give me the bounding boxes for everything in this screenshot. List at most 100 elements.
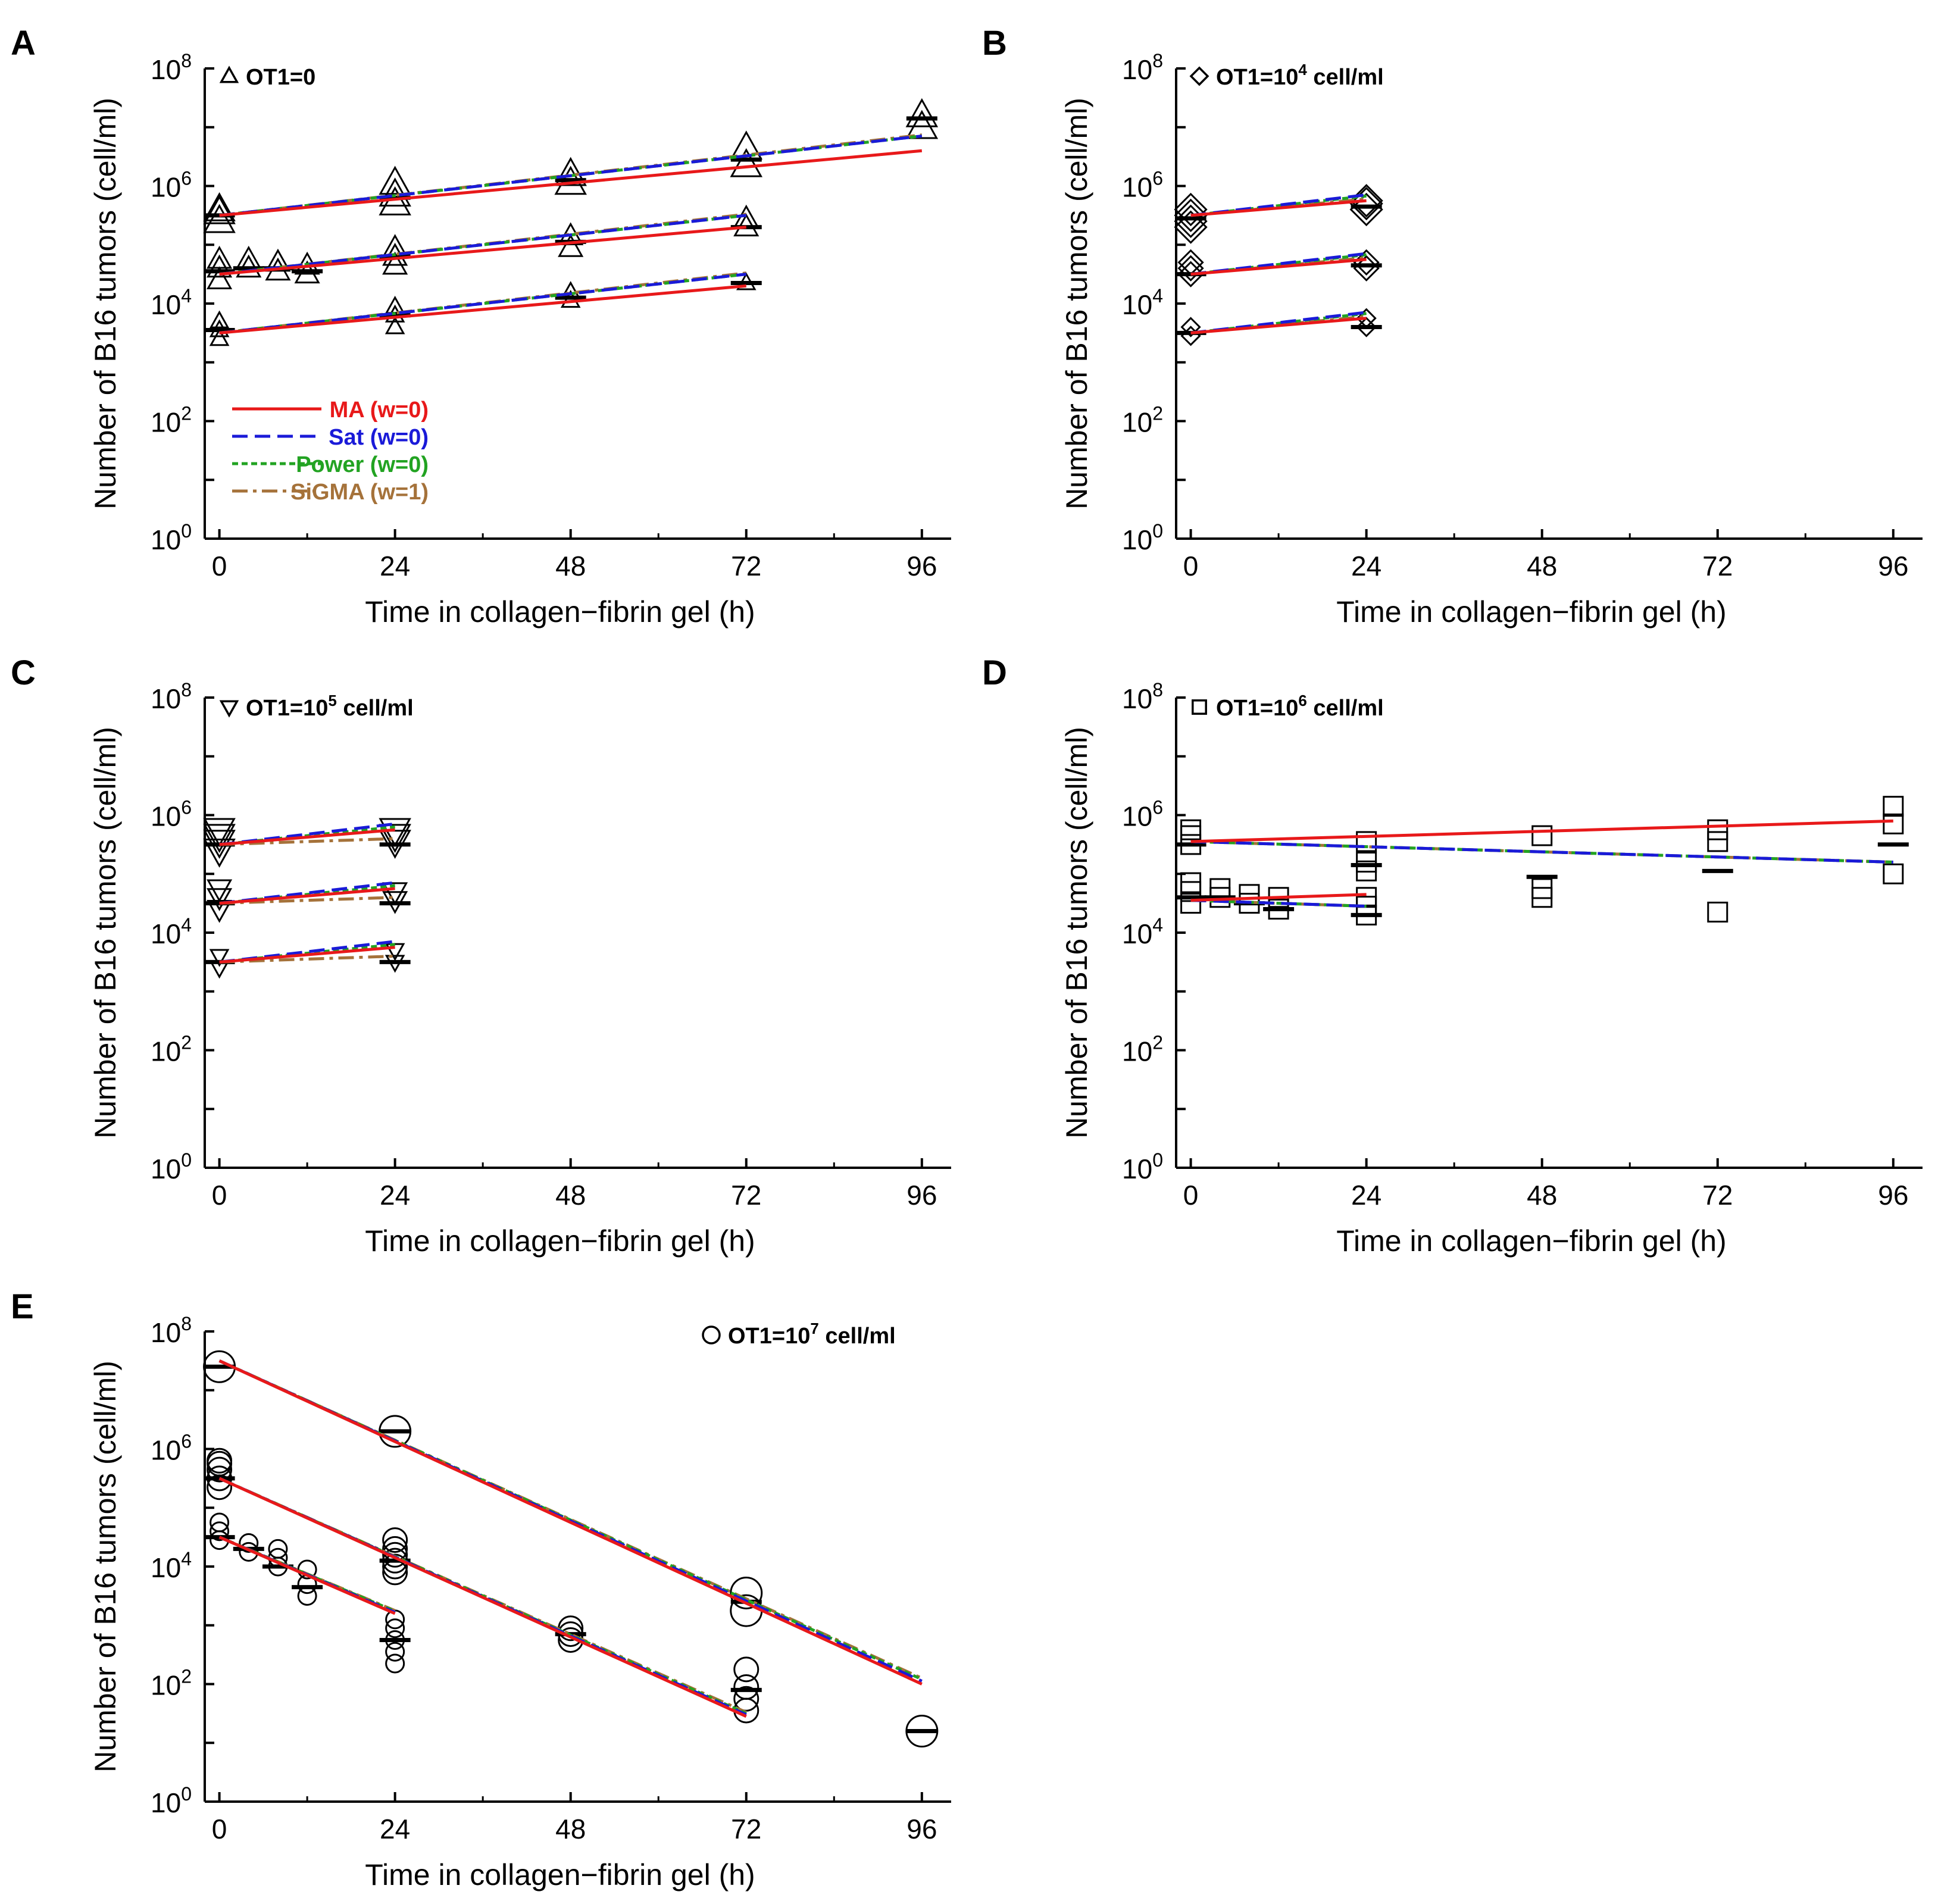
data-point (1531, 878, 1553, 899)
data-point (905, 98, 939, 127)
x-tick-label: 0 (212, 1180, 227, 1211)
y-tick-label: 102 (1122, 1032, 1163, 1067)
data-point (1180, 893, 1202, 914)
fit-line-sat (1190, 840, 1893, 864)
x-axis-label: Time in collagen−fibrin gel (h) (1336, 1224, 1726, 1258)
data-point (385, 1653, 405, 1674)
panel-letter: C (11, 654, 36, 692)
y-axis-label: Number of B16 tumors (cell/ml) (89, 1361, 122, 1772)
data-point (1356, 317, 1377, 337)
fit-line-sat (219, 135, 923, 217)
chart-panel-c: C 100 102 104 106 108 0 24 48 72 96 Time in collage… (11, 654, 951, 1258)
data-point (385, 1618, 405, 1639)
x-axis-label: Time in collagen−fibrin gel (h) (365, 595, 755, 629)
x-axis-label: Time in collagen−fibrin gel (h) (365, 1224, 755, 1258)
panel-title: OT1=107 cell/ml (728, 1320, 896, 1349)
invtriangle-legend-marker (219, 700, 239, 718)
fit-line-ma (1190, 819, 1893, 843)
data-point (733, 1674, 759, 1700)
x-tick-label: 72 (1702, 551, 1733, 581)
data-point (268, 1539, 288, 1559)
data-point (203, 824, 236, 853)
data-point (203, 818, 236, 848)
fit-line-ma (219, 887, 395, 905)
fit-line-ma (219, 284, 746, 334)
data-point (210, 1512, 230, 1533)
x-tick-label: 24 (1351, 1180, 1381, 1211)
y-tick-label: 102 (151, 403, 192, 438)
data-point (209, 328, 230, 346)
y-tick-label: 106 (151, 168, 192, 203)
x-tick-label: 96 (907, 551, 937, 581)
data-point (1707, 901, 1728, 923)
fit-line-ma (219, 149, 923, 217)
fit-line-ma (218, 1477, 747, 1718)
chart-panel-e: E 100 102 104 106 108 0 24 48 72 96 Time in collage… (11, 1287, 951, 1892)
y-tick-label: 100 (1122, 1149, 1163, 1184)
data-point (1356, 887, 1377, 908)
data-point (239, 1533, 259, 1553)
x-tick-label: 0 (1183, 1180, 1199, 1211)
data-point (1883, 796, 1904, 817)
data-point (1356, 852, 1377, 873)
data-point (385, 1642, 405, 1662)
data-point (207, 888, 233, 911)
data-point (905, 110, 939, 139)
data-point (207, 245, 233, 269)
data-point (379, 824, 411, 853)
square-legend-marker (1192, 699, 1207, 715)
data-point (382, 882, 408, 905)
x-axis-label: Time in collagen−fibrin gel (h) (365, 1858, 755, 1892)
data-point (382, 251, 408, 275)
diamond-legend-marker (1189, 66, 1209, 86)
panel-letter: D (982, 654, 1007, 692)
x-tick-label: 0 (1183, 551, 1199, 581)
y-tick-label: 104 (1122, 914, 1163, 949)
x-tick-label: 72 (1702, 1180, 1733, 1211)
data-point (730, 1576, 763, 1609)
panel-title: OT1=104 cell/ml (1216, 61, 1384, 90)
y-tick-label: 108 (1122, 679, 1163, 714)
fit-line-ma (219, 226, 746, 276)
chart-panel-b: B 100 102 104 106 108 0 24 48 72 96 Time in collage… (982, 24, 1923, 629)
legend-label: MA (w=0) (330, 398, 429, 423)
fit-line-ma (1190, 317, 1367, 334)
y-tick-label: 104 (151, 285, 192, 320)
data-point (379, 165, 411, 195)
y-tick-label: 102 (151, 1032, 192, 1067)
data-point (1353, 249, 1380, 276)
y-tick-label: 100 (151, 520, 192, 555)
fit-line-sat (219, 214, 747, 276)
y-tick-label: 106 (1122, 168, 1163, 203)
x-tick-label: 24 (380, 1814, 410, 1844)
data-point (209, 949, 230, 967)
y-tick-label: 104 (1122, 285, 1163, 320)
x-axis-label: Time in collagen−fibrin gel (h) (1336, 595, 1726, 629)
y-axis-label: Number of B16 tumors (cell/ml) (89, 727, 122, 1139)
fit-line-ma (218, 1359, 923, 1686)
x-tick-label: 0 (212, 1814, 227, 1844)
panel-title: OT1=106 cell/ml (1216, 692, 1384, 721)
data-point (265, 248, 291, 272)
data-point (207, 254, 233, 278)
y-tick-label: 106 (151, 797, 192, 832)
fit-line-sat (1190, 899, 1367, 908)
y-tick-label: 106 (1122, 797, 1163, 832)
data-point (207, 1447, 233, 1474)
data-point (203, 195, 236, 224)
y-axis-label: Number of B16 tumors (cell/ml) (1060, 727, 1093, 1139)
y-tick-label: 102 (151, 1666, 192, 1701)
data-point (210, 1521, 230, 1542)
data-point (1883, 813, 1904, 834)
data-point (1707, 831, 1728, 852)
data-point (1883, 863, 1904, 884)
data-point (1349, 192, 1383, 227)
x-tick-label: 48 (555, 1180, 586, 1211)
data-point (385, 316, 405, 334)
data-point (382, 1542, 408, 1568)
data-point (1174, 204, 1208, 238)
y-tick-label: 104 (151, 914, 192, 949)
y-tick-label: 100 (1122, 520, 1163, 555)
data-point (1174, 198, 1208, 232)
legend-label: SiGMA (w=1) (290, 480, 429, 505)
